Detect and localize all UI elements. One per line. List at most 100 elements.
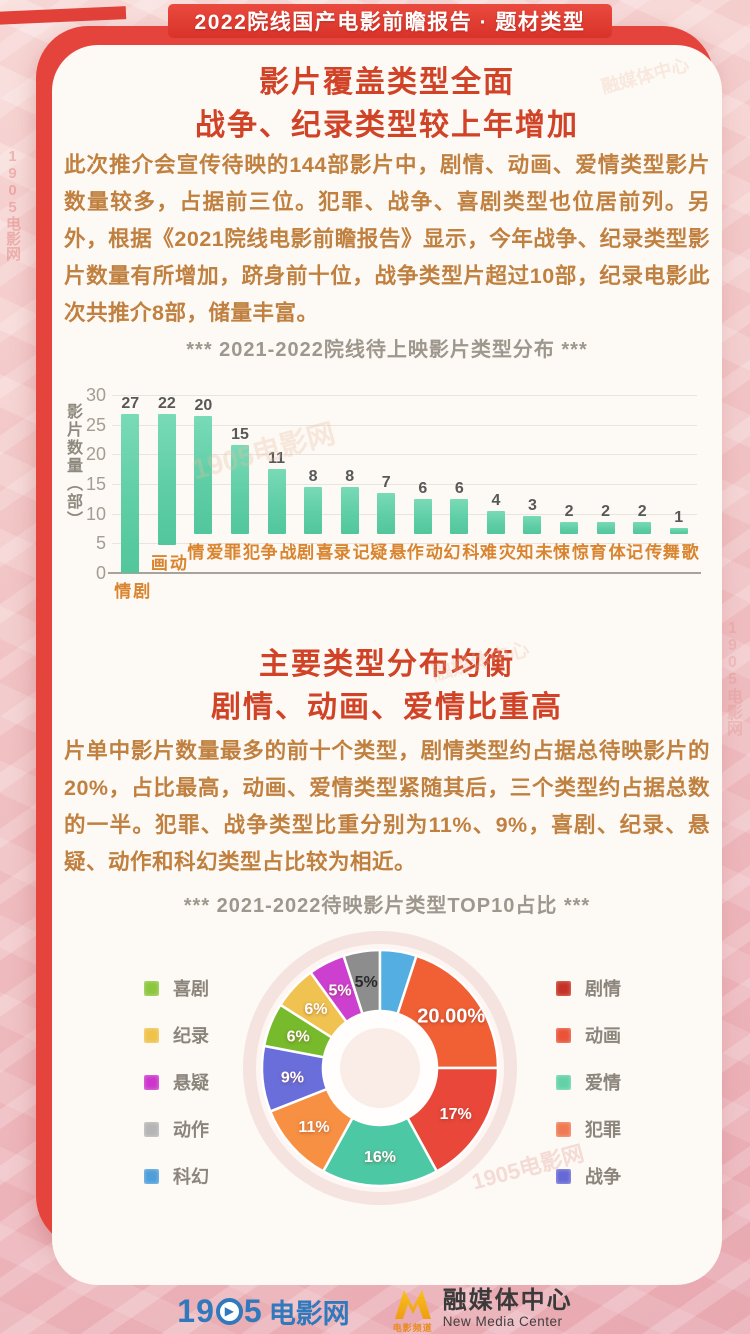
watermark-left: 1905电影网 <box>4 148 21 261</box>
legend-swatch-动作 <box>144 1121 159 1137</box>
donut-pct-label-喜剧: 6% <box>287 1029 310 1046</box>
bar <box>267 469 286 535</box>
bar-column-未知: 3 未知 <box>513 395 552 573</box>
x-category-label: 传记 <box>623 543 662 563</box>
donut-legend-left: 喜剧纪录悬疑动作科幻 <box>144 975 209 1210</box>
bar <box>596 522 615 535</box>
legend-swatch-战争 <box>556 1168 571 1184</box>
bar-column-喜剧: 8 喜剧 <box>294 395 332 573</box>
bar-value-label: 2 <box>601 503 611 521</box>
donut-chart: 5%20.00%17%16%11%9%6%6%5% <box>243 931 517 1205</box>
bar-area: 11 <box>267 395 286 535</box>
legend-item-科幻: 科幻 <box>144 1163 209 1189</box>
legend-item-动画: 动画 <box>556 1022 621 1048</box>
legend-item-纪录: 纪录 <box>144 1022 209 1048</box>
legend-item-剧情: 剧情 <box>556 975 621 1001</box>
legend-label-动作: 动作 <box>173 1120 209 1140</box>
section1-paragraph: 此次推介会宣传待映的144部影片中，剧情、动画、爱情类型影片数量较多，占据前三位… <box>64 153 710 325</box>
section1-title: 影片覆盖类型全面 战争、纪录类型较上年增加 <box>52 61 722 147</box>
media-center-cn: 融媒体中心 <box>442 1287 573 1314</box>
logo-1905-text: 电影网 <box>268 1298 350 1329</box>
legend-swatch-喜剧 <box>144 980 159 996</box>
bar-area: 2 <box>560 395 579 535</box>
bar <box>450 498 469 535</box>
x-category-label: 动画 <box>147 553 186 573</box>
x-axis-line <box>108 572 701 574</box>
bar-columns: 27 剧情 22 动画 20 爱情 15 犯罪 11 战争 8 喜剧 8 记录 7 悬疑 6 动作 6 科幻 4 灾难 3 未… <box>111 395 698 601</box>
legend-swatch-剧情 <box>556 980 571 996</box>
legend-label-悬疑: 悬疑 <box>173 1073 209 1093</box>
bar-area: 20 <box>194 395 213 535</box>
bar-column-记录: 8 记录 <box>330 395 369 573</box>
section2-title-line2: 剧情、动画、爱情比重高 <box>211 691 563 724</box>
bar-value-label: 6 <box>418 479 428 497</box>
logo-1905-digits-19: 19 <box>177 1292 215 1329</box>
x-category-label: 动作 <box>403 543 442 563</box>
bar-value-label: 22 <box>157 395 176 412</box>
x-category-label: 战争 <box>257 543 296 563</box>
report-banner: 2022院线国产电影前瞻报告 · 题材类型 <box>168 4 612 38</box>
gridline-25 <box>112 424 697 426</box>
bar <box>413 498 432 535</box>
x-category-label: 灾难 <box>476 543 515 563</box>
media-channel-label: 电影频道 <box>392 1323 433 1333</box>
legend-swatch-科幻 <box>144 1168 159 1184</box>
gridline-15 <box>112 484 697 485</box>
legend-item-战争: 战争 <box>556 1163 621 1189</box>
y-tick-15: 15 <box>85 474 106 494</box>
bar-value-label: 15 <box>231 426 249 444</box>
bar-area: 2 <box>596 395 615 535</box>
bar-area: 3 <box>523 395 542 535</box>
bar-chart-title: *** 2021-2022院线待上映影片类型分布 *** <box>186 339 588 361</box>
bar-area: 15 <box>230 395 249 535</box>
bar <box>669 528 688 535</box>
bar <box>560 522 579 535</box>
x-category-label: 惊悚 <box>550 543 589 563</box>
legend-swatch-犯罪 <box>556 1121 571 1137</box>
bar-column-惊悚: 2 惊悚 <box>550 395 589 573</box>
donut-pct-label-战争: 9% <box>281 1069 304 1086</box>
x-category-label: 悬疑 <box>367 543 406 563</box>
media-logo-mark: 电影频道 <box>392 1288 434 1334</box>
section1-title-line1: 影片覆盖类型全面 <box>259 66 515 99</box>
bar-value-label: 8 <box>345 467 355 485</box>
legend-swatch-纪录 <box>144 1027 159 1043</box>
legend-item-悬疑: 悬疑 <box>144 1069 209 1095</box>
bar-area: 27 <box>121 395 140 573</box>
section2-title-line1: 主要类型分布均衡 <box>259 648 515 681</box>
bar-column-体育: 2 体育 <box>587 395 625 573</box>
donut-chart-title: *** 2021-2022待映影片类型TOP10占比 *** <box>183 895 591 917</box>
section2-title: 主要类型分布均衡 剧情、动画、爱情比重高 <box>52 643 722 729</box>
legend-label-动画: 动画 <box>585 1026 621 1046</box>
x-category-label: 记录 <box>330 543 369 563</box>
legend-swatch-悬疑 <box>144 1074 159 1090</box>
y-tick-10: 10 <box>85 503 106 524</box>
m-mountain-icon <box>394 1290 431 1319</box>
bar-column-歌舞: 1 歌舞 <box>660 395 698 573</box>
legend-swatch-动画 <box>556 1027 571 1043</box>
donut-pct-label-动画: 17% <box>440 1106 472 1123</box>
y-tick-20: 20 <box>85 444 106 465</box>
bar <box>486 510 505 535</box>
legend-label-科幻: 科幻 <box>173 1167 209 1187</box>
bar-column-动作: 6 动作 <box>403 395 442 573</box>
y-tick-30: 30 <box>85 385 106 405</box>
legend-label-爱情: 爱情 <box>585 1073 621 1093</box>
section2-paragraph: 片单中影片数量最多的前十个类型，剧情类型约占据总待映影片的20%，占比最高，动画… <box>64 739 710 874</box>
bar-column-灾难: 4 灾难 <box>476 395 515 573</box>
bar <box>633 522 652 535</box>
bar-area: 7 <box>377 395 396 535</box>
bar-column-动画: 22 动画 <box>147 395 186 573</box>
content-card: 影片覆盖类型全面 战争、纪录类型较上年增加 此次推介会宣传待映的144部影片中，… <box>52 45 722 1285</box>
donut-center-blob <box>340 1028 420 1108</box>
bar-area: 6 <box>413 395 432 535</box>
x-category-label: 未知 <box>513 543 552 563</box>
gridline-20 <box>112 454 697 456</box>
x-category-label: 爱情 <box>184 543 223 563</box>
bar-value-label: 2 <box>564 503 574 521</box>
footer: 19 ▶ 5 电影网 电影频道 融媒体中心 New Media Center <box>0 1288 750 1334</box>
legend-label-喜剧: 喜剧 <box>173 979 209 999</box>
donut-pct-label-动作: 5% <box>355 974 378 991</box>
x-category-label: 剧情 <box>111 582 150 601</box>
legend-item-爱情: 爱情 <box>556 1069 621 1095</box>
